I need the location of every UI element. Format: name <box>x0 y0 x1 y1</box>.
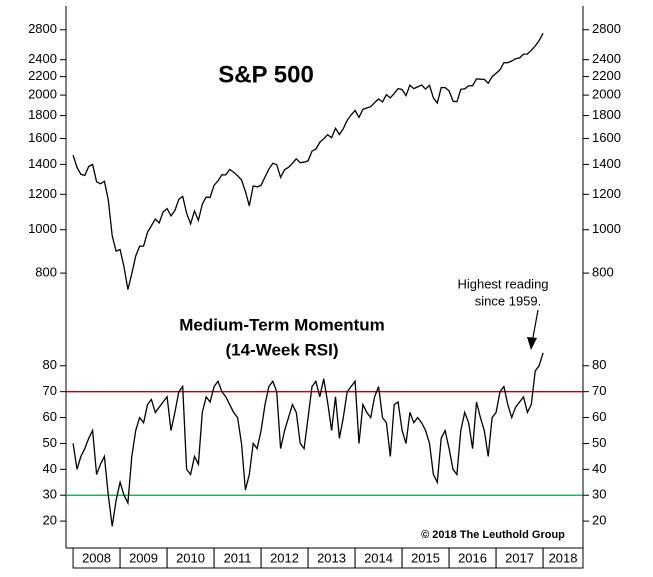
y2-tick-label: 1000 <box>592 221 621 236</box>
arrow <box>531 309 539 344</box>
y2-tick-label: 70 <box>592 383 606 398</box>
chart-title: S&P 500 <box>218 61 314 88</box>
y2-tick-label: 1200 <box>592 186 621 201</box>
y2-tick-label: 800 <box>592 265 614 280</box>
x-tick-label: 2018 <box>549 550 578 565</box>
x-tick-label: 2009 <box>129 550 158 565</box>
x-tick-box <box>542 547 584 569</box>
y2-tick-label: 40 <box>592 461 606 476</box>
x-tick-label: 2017 <box>505 550 534 565</box>
y2-tick-label: 20 <box>592 513 606 528</box>
annotation: Highest reading <box>457 276 548 291</box>
y2-tick-label: 1600 <box>592 130 621 145</box>
y2-tick-label: 50 <box>592 435 606 450</box>
x-tick-label: 2011 <box>224 550 252 565</box>
x-tick-label: 2016 <box>458 550 487 565</box>
annotation: since 1959. <box>475 293 542 308</box>
arrow-head <box>527 337 537 350</box>
y-tick-label: 1000 <box>28 221 57 236</box>
series-line <box>72 352 544 527</box>
x-tick-label: 2012 <box>270 550 299 565</box>
y2-tick-label: 2000 <box>592 87 621 102</box>
y2-tick-label: 1400 <box>592 156 621 171</box>
y2-tick-label: 1800 <box>592 107 621 122</box>
x-tick-label: 2015 <box>411 550 440 565</box>
source-note: © 2018 The Leuthold Group <box>421 529 565 541</box>
y-tick-label: 40 <box>43 461 57 476</box>
y-tick-label: 60 <box>43 409 57 424</box>
x-tick-label: 2013 <box>317 550 346 565</box>
y-tick-label: 1800 <box>28 107 57 122</box>
y2-tick-label: 30 <box>592 487 606 502</box>
chart-title: (14-Week RSI) <box>225 340 338 359</box>
y-tick-label: 800 <box>35 265 57 280</box>
y2-tick-label: 60 <box>592 409 606 424</box>
y-tick-label: 70 <box>43 383 57 398</box>
y2-tick-label: 2400 <box>592 51 621 66</box>
series-line <box>72 32 544 290</box>
y-tick-label: 1400 <box>28 156 57 171</box>
y-tick-label: 30 <box>43 487 57 502</box>
y-tick-label: 1200 <box>28 186 57 201</box>
x-tick-label: 2010 <box>176 550 205 565</box>
x-tick-label: 2008 <box>82 550 111 565</box>
y-tick-label: 20 <box>43 513 57 528</box>
y2-tick-label: 2800 <box>592 21 621 36</box>
y-tick-label: 2000 <box>28 87 57 102</box>
y2-tick-label: 80 <box>592 357 606 372</box>
chart-title: Medium-Term Momentum <box>179 315 385 334</box>
y-tick-label: 50 <box>43 435 57 450</box>
y-tick-label: 1600 <box>28 130 57 145</box>
y-tick-label: 2200 <box>28 68 57 83</box>
y-tick-label: 80 <box>43 357 57 372</box>
y-tick-label: 2400 <box>28 51 57 66</box>
y2-tick-label: 2200 <box>592 68 621 83</box>
y-tick-label: 2800 <box>28 21 57 36</box>
x-tick-label: 2014 <box>364 550 393 565</box>
